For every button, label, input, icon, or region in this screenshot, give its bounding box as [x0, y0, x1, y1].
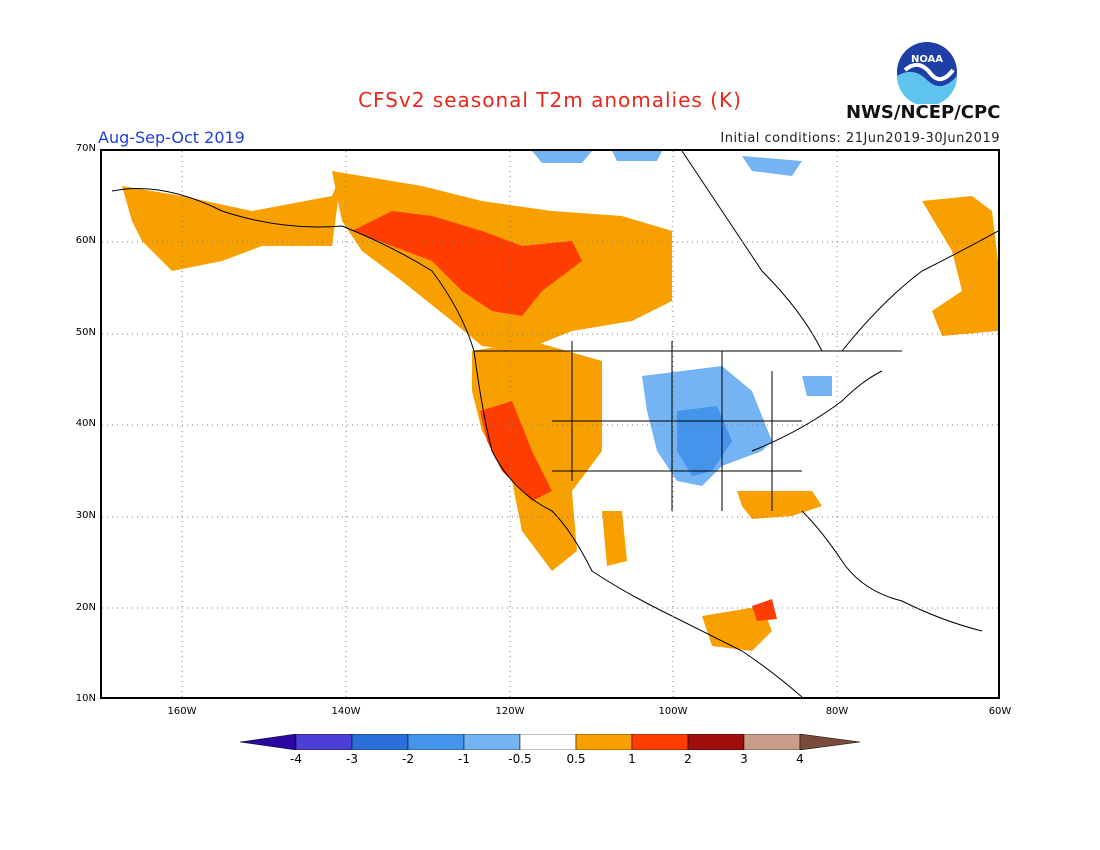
lon-label: 100W — [658, 706, 688, 717]
agency-label: NWS/NCEP/CPC — [846, 102, 1001, 123]
colorbar-cell — [239, 733, 297, 751]
colorbar-cell — [519, 733, 577, 751]
lat-label: 30N — [75, 510, 96, 521]
lat-label: 50N — [75, 327, 96, 338]
colorbar-cell — [799, 733, 861, 751]
colorbar-label: -4 — [290, 752, 302, 766]
anomaly-region-kansas-missouri — [677, 406, 732, 476]
anomaly-region-west-orange — [472, 341, 602, 571]
colorbar-cell — [351, 733, 409, 751]
lat-label: 70N — [75, 143, 96, 154]
anomaly-region-mexico-west — [602, 511, 627, 566]
anomaly-region-northeast-canada — [922, 196, 998, 336]
anomaly-region-arctic-2 — [612, 151, 662, 161]
initial-conditions-label: Initial conditions: 21Jun2019-30Jun2019 — [720, 131, 1000, 146]
colorbar-label: 1 — [628, 752, 636, 766]
colorbar-cell — [631, 733, 689, 751]
colorbar-label: 4 — [796, 752, 804, 766]
colorbar-label: -3 — [346, 752, 358, 766]
anomaly-region-bc-red — [352, 211, 582, 316]
lon-label: 160W — [167, 706, 197, 717]
colorbar-label: 0.5 — [566, 752, 586, 766]
colorbar-label: -2 — [402, 752, 414, 766]
lon-label: 140W — [331, 706, 361, 717]
anomaly-region-alaska — [122, 171, 342, 271]
anomaly-region-california — [480, 401, 552, 501]
colorbar-cell — [463, 733, 521, 751]
colorbar-label: -1 — [458, 752, 470, 766]
colorbar — [239, 733, 862, 754]
anomaly-region-gulf-coast — [737, 491, 822, 519]
logo-text: NOAA — [911, 54, 943, 65]
anomaly-region-arctic — [532, 151, 592, 163]
chart-title: CFSv2 seasonal T2m anomalies (K) — [358, 88, 742, 112]
anomaly-map — [100, 149, 1000, 699]
colorbar-cell — [407, 733, 465, 751]
lat-label: 40N — [75, 418, 96, 429]
lon-label: 60W — [988, 706, 1012, 717]
colorbar-label: 2 — [684, 752, 692, 766]
lon-label: 80W — [825, 706, 849, 717]
anomaly-region-central-america-red — [752, 599, 777, 621]
gridlines — [102, 151, 998, 697]
lat-label: 20N — [75, 602, 96, 613]
anomaly-fills — [122, 151, 998, 651]
anomaly-region-arctic-3 — [742, 156, 802, 176]
colorbar-label: 3 — [740, 752, 748, 766]
colorbar-cell — [295, 733, 353, 751]
colorbar-cell — [687, 733, 745, 751]
noaa-logo-icon: NOAA — [895, 40, 959, 108]
coastlines — [111, 151, 998, 697]
lat-label: 10N — [75, 693, 96, 704]
anomaly-region-great-lakes — [802, 376, 832, 396]
colorbar-cell — [743, 733, 801, 751]
colorbar-cell — [575, 733, 633, 751]
lat-label: 60N — [75, 235, 96, 246]
season-label: Aug-Sep-Oct 2019 — [98, 128, 245, 147]
colorbar-label: -0.5 — [508, 752, 532, 766]
lon-label: 120W — [495, 706, 525, 717]
